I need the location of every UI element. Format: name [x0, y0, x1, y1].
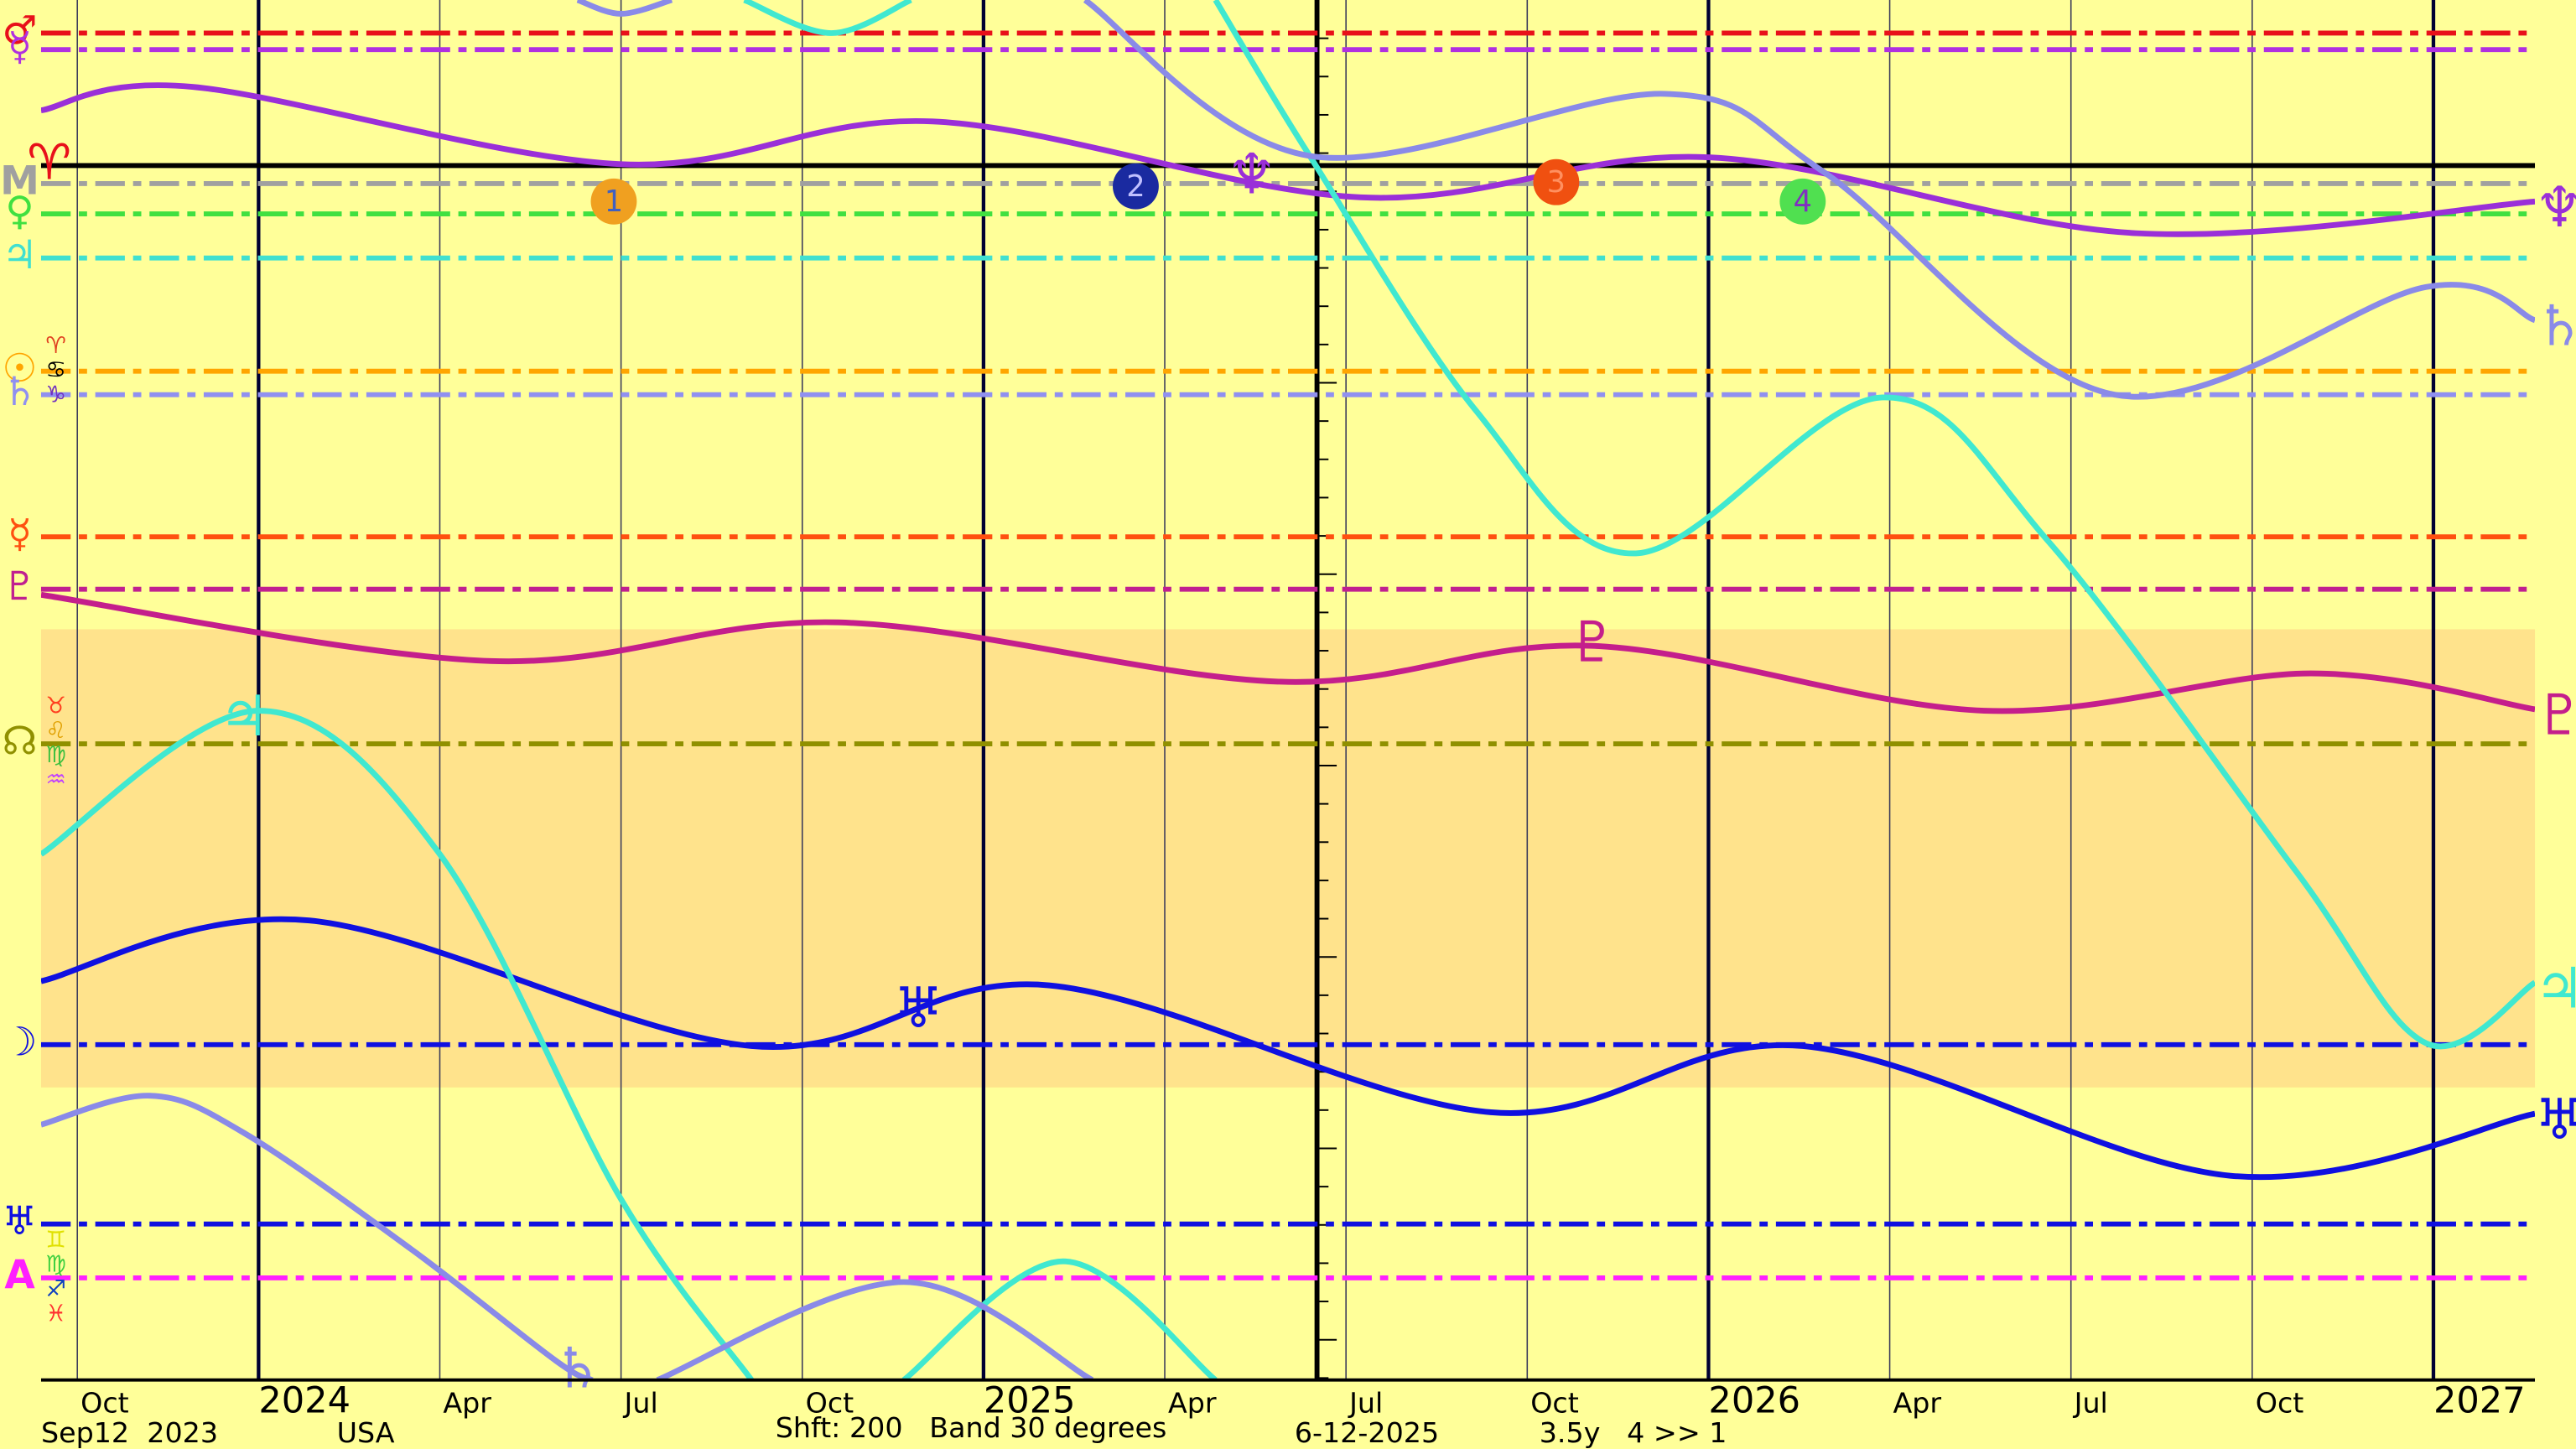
- x-tick-label: 2025: [984, 1380, 1076, 1422]
- reference-label: ☿: [8, 512, 32, 558]
- series-glyph: ♄: [553, 1336, 603, 1401]
- legend-glyph: ♇: [2535, 683, 2576, 748]
- x-tick-label: Oct: [806, 1387, 854, 1420]
- reference-label: ☊: [3, 719, 38, 765]
- footer-place: USA: [337, 1416, 395, 1449]
- series-line: [40, 0, 2536, 1380]
- plot-area: [40, 0, 2536, 1380]
- series-line: [40, 82, 2536, 237]
- series-glyph: ♃: [219, 683, 269, 749]
- band: [40, 629, 2536, 1088]
- sign-glyph: ♑: [45, 382, 66, 408]
- footer-current-date: 6-12-2025: [1295, 1416, 1439, 1449]
- sign-glyph: ♊: [45, 1227, 66, 1253]
- reference-label: ♅: [2, 1198, 37, 1244]
- reference-label: M: [0, 158, 39, 204]
- reference-label: ♈: [27, 133, 71, 191]
- sign-glyph: ♐: [45, 1276, 66, 1302]
- x-tick-label: Oct: [2256, 1387, 2304, 1420]
- footer-date: Sep12 2023: [41, 1416, 218, 1449]
- event-marker: [1533, 158, 1580, 205]
- legend-glyph: ♅: [2535, 1087, 2576, 1152]
- series-glyph: ♅: [893, 975, 943, 1041]
- footer-range: 3.5y 4 >> 1: [1540, 1416, 1727, 1449]
- series-line: [40, 916, 2536, 1181]
- x-tick-label: 2027: [2433, 1380, 2526, 1422]
- series-glyph: ♇: [1567, 609, 1618, 674]
- sign-glyph: ♈: [45, 333, 66, 359]
- x-tick-label: Oct: [1530, 1387, 1579, 1420]
- event-label: 2: [1126, 169, 1145, 204]
- x-tick-label: Jul: [2073, 1387, 2108, 1420]
- reference-label: ☉: [2, 345, 37, 392]
- sign-glyph: ♓: [45, 1301, 66, 1327]
- event-marker: [1113, 163, 1159, 210]
- sign-glyph: ♍: [45, 1252, 66, 1278]
- reference-label: ☽: [2, 1019, 37, 1065]
- x-tick-label: Apr: [1168, 1387, 1217, 1420]
- series-glyph: ♆: [1227, 141, 1277, 206]
- reference-label: ♀: [5, 189, 34, 235]
- x-tick-label: Jul: [623, 1387, 658, 1420]
- event-label: 4: [1794, 184, 1812, 219]
- x-tick-label: Apr: [1893, 1387, 1941, 1420]
- reference-label: ♂: [2, 8, 37, 54]
- sign-glyph: ♋: [45, 357, 66, 383]
- sign-glyph: ♉: [45, 693, 66, 719]
- x-tick-label: Oct: [80, 1387, 129, 1420]
- sign-glyph: ♌: [45, 718, 66, 744]
- sign-glyph: ♍: [45, 742, 66, 768]
- reference-label: ☿: [8, 24, 32, 70]
- reference-label: ♃: [2, 232, 37, 278]
- x-tick-label: 2026: [1708, 1380, 1800, 1422]
- x-tick-label: 2024: [258, 1380, 351, 1422]
- event-label: 3: [1547, 165, 1566, 200]
- x-tick-label: Jul: [1348, 1387, 1383, 1420]
- legend-glyph: ♆: [2535, 174, 2576, 240]
- reference-label: ♇: [2, 564, 37, 610]
- label-layer: Oct 2024 Apr Jul Oct 2025 Apr Jul Oct 2026 Apr Jul O…: [0, 8, 2576, 1422]
- x-tick-label: Apr: [443, 1387, 491, 1420]
- legend-glyph: ♃: [2535, 956, 2576, 1021]
- reference-label: A: [4, 1252, 35, 1298]
- event-marker: [1779, 178, 1826, 225]
- event-label: 1: [605, 184, 623, 219]
- reference-label: ♄: [2, 369, 37, 415]
- event-marker: [590, 178, 637, 225]
- footer-settings: Shft: 200 Band 30 degrees: [776, 1411, 1167, 1444]
- legend-glyph: ♄: [2535, 293, 2576, 359]
- series-line: [40, 591, 2536, 714]
- series-line: [40, 0, 2536, 1380]
- sign-glyph: ♒: [45, 767, 66, 793]
